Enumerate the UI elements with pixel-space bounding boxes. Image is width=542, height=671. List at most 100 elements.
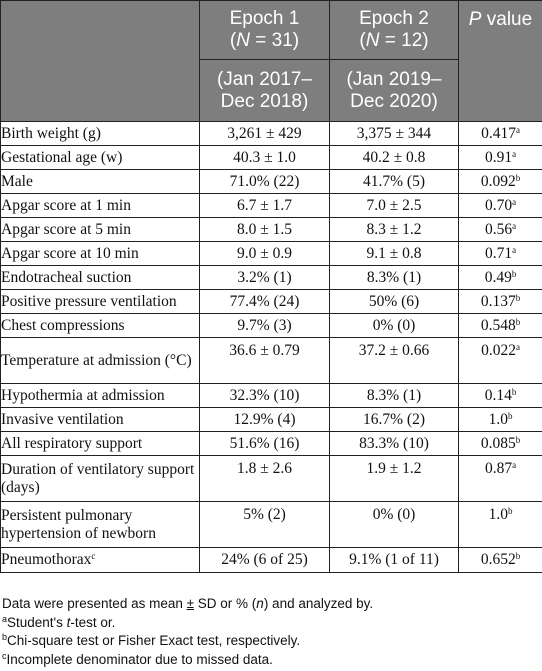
footnote-c-mark: c [2,650,7,661]
row-label: Invasive ventilation [0,407,200,432]
pvalue-number: 0.14 [484,386,512,404]
pvalue-number: 1.0 [488,410,508,428]
footnote-summary-mid: SD or % ( [194,596,257,611]
table-row: Persistent pulmonary hypertension of new… [0,501,542,548]
header-pvalue-var: P [468,9,482,30]
footnote-b-text: Chi-square test or Fisher Exact test, re… [7,633,301,648]
row-epoch2-value: 50% (6) [329,289,459,314]
row-pvalue: 0.652b [458,547,542,573]
footnote-summary: Data were presented as mean ± SD or % (n… [2,595,540,614]
pvalue-number: 0.70 [484,196,513,214]
row-label-text: Pneumothorax [1,551,92,568]
pvalue-footnote-mark: b [515,316,521,327]
table-row: Apgar score at 10 min 9.0 ± 0.9 9.1 ± 0.… [0,241,542,266]
row-label: Pneumothoraxc [0,547,200,573]
row-pvalue: 0.548b [458,313,542,338]
label-footnote-mark: c [91,551,96,561]
row-epoch2-value: 0% (0) [329,501,459,548]
row-epoch2-value: 16.7% (2) [329,407,459,432]
data-table: Epoch 1 (N = 31) Epoch 2 (N = 12) P valu… [0,0,542,573]
pvalue-number: 0.092 [480,172,516,190]
header-pvalue: P value [458,0,542,122]
pvalue-footnote-mark: b [511,268,517,279]
pvalue-number: 0.71 [484,244,513,262]
pvalue-footnote-mark: b [515,172,521,183]
row-epoch1-value: 5% (2) [199,501,330,548]
footnote-c: cIncomplete denominator due to missed da… [2,651,540,670]
row-epoch1-value: 51.6% (16) [199,431,330,456]
row-label: Apgar score at 5 min [0,217,200,242]
row-epoch2-value: 83.3% (10) [329,431,459,456]
pvalue-footnote-mark: a [515,124,520,135]
row-epoch1-value: 6.7 ± 1.7 [199,193,330,218]
row-epoch2-value: 40.2 ± 0.8 [329,145,459,170]
table-row: Gestational age (w) 40.3 ± 1.0 40.2 ± 0.… [0,145,542,170]
row-epoch2-value: 9.1 ± 0.8 [329,241,459,266]
header-epoch2-period-start: (Jan 2019– [346,68,442,90]
table-row: Birth weight (g) 3,261 ± 429 3,375 ± 344… [0,121,542,146]
pvalue-number: 0.022 [481,342,516,359]
row-epoch2-value: 0% (0) [329,313,459,338]
pvalue-footnote-mark: a [512,460,517,470]
row-label: Birth weight (g) [0,121,200,146]
header-epoch2-period-end: Dec 2020) [350,90,438,112]
header-epoch2-n-pre: ( [359,30,366,51]
row-label: Positive pressure ventilation [0,289,200,314]
row-label: Endotracheal suction [0,265,200,290]
pvalue-footnote-mark: a [512,196,517,207]
table-row: Apgar score at 5 min 8.0 ± 1.5 8.3 ± 1.2… [0,217,542,242]
row-epoch1-value: 9.7% (3) [199,313,330,338]
row-epoch1-value: 36.6 ± 0.79 [199,337,330,384]
pvalue-number: 0.91 [484,148,513,166]
table-footnotes: Data were presented as mean ± SD or % (n… [2,595,540,669]
pvalue-footnote-mark: b [507,410,513,421]
footnote-a-post: -test or. [70,614,116,630]
header-epoch1-n-var: N [236,30,250,51]
row-epoch1-value: 40.3 ± 1.0 [199,145,330,170]
row-label: Temperature at admission (°C) [0,337,200,384]
row-pvalue: 1.0b [458,407,542,432]
pvalue-footnote-mark: a [512,244,517,255]
row-pvalue: 0.49b [458,265,542,290]
row-epoch1-value: 3,261 ± 429 [199,121,330,146]
footnote-plusminus: ± [186,596,195,611]
header-epoch1-period: (Jan 2017– Dec 2018) [199,59,330,122]
pvalue-number: 0.87 [484,460,513,477]
row-pvalue: 0.71a [458,241,542,266]
row-label: Gestational age (w) [0,145,200,170]
row-label: Hypothermia at admission [0,383,200,408]
row-epoch1-value: 71.0% (22) [199,169,330,194]
header-epoch2-n: (N = 12) [330,30,458,52]
row-epoch2-value: 1.9 ± 1.2 [329,455,459,502]
row-epoch2-value: 8.3% (1) [329,383,459,408]
header-epoch2-period: (Jan 2019– Dec 2020) [329,59,459,122]
row-epoch1-value: 24% (6 of 25) [199,547,330,573]
table-row: Endotracheal suction 3.2% (1) 8.3% (1) 0… [0,265,542,290]
header-pvalue-rest: value [481,9,533,30]
footnote-a: aStudent's t-test or. [2,614,540,633]
row-label: Apgar score at 1 min [0,193,200,218]
row-pvalue: 0.87a [458,455,542,502]
row-pvalue: 0.417a [458,121,542,146]
table-row: Positive pressure ventilation 77.4% (24)… [0,289,542,314]
row-epoch2-value: 41.7% (5) [329,169,459,194]
row-pvalue: 0.085b [458,431,542,456]
header-blank-cell [0,0,200,122]
table-row: Chest compressions 9.7% (3) 0% (0) 0.548… [0,313,542,338]
header-epoch1-period-end: Dec 2018) [220,90,309,112]
row-pvalue: 0.022a [458,337,542,384]
row-epoch2-value: 8.3% (1) [329,265,459,290]
row-epoch1-value: 9.0 ± 0.9 [199,241,330,266]
footnote-a-pre: Student's [7,614,67,630]
header-epoch1-n-pre: ( [229,30,237,51]
table-row: Pneumothoraxc 24% (6 of 25) 9.1% (1 of 1… [0,547,542,573]
row-label: Apgar score at 10 min [0,241,200,266]
header-epoch2-n-post: = 12) [379,30,429,51]
row-label: All respiratory support [0,431,200,456]
table-row: Hypothermia at admission 32.3% (10) 8.3%… [0,383,542,408]
pvalue-number: 0.49 [484,268,512,286]
table-row: Duration of ventilatory support (days) 1… [0,455,542,502]
pvalue-footnote-mark: b [511,386,517,397]
pvalue-number: 0.137 [480,292,516,310]
pvalue-number: 0.548 [480,316,516,334]
